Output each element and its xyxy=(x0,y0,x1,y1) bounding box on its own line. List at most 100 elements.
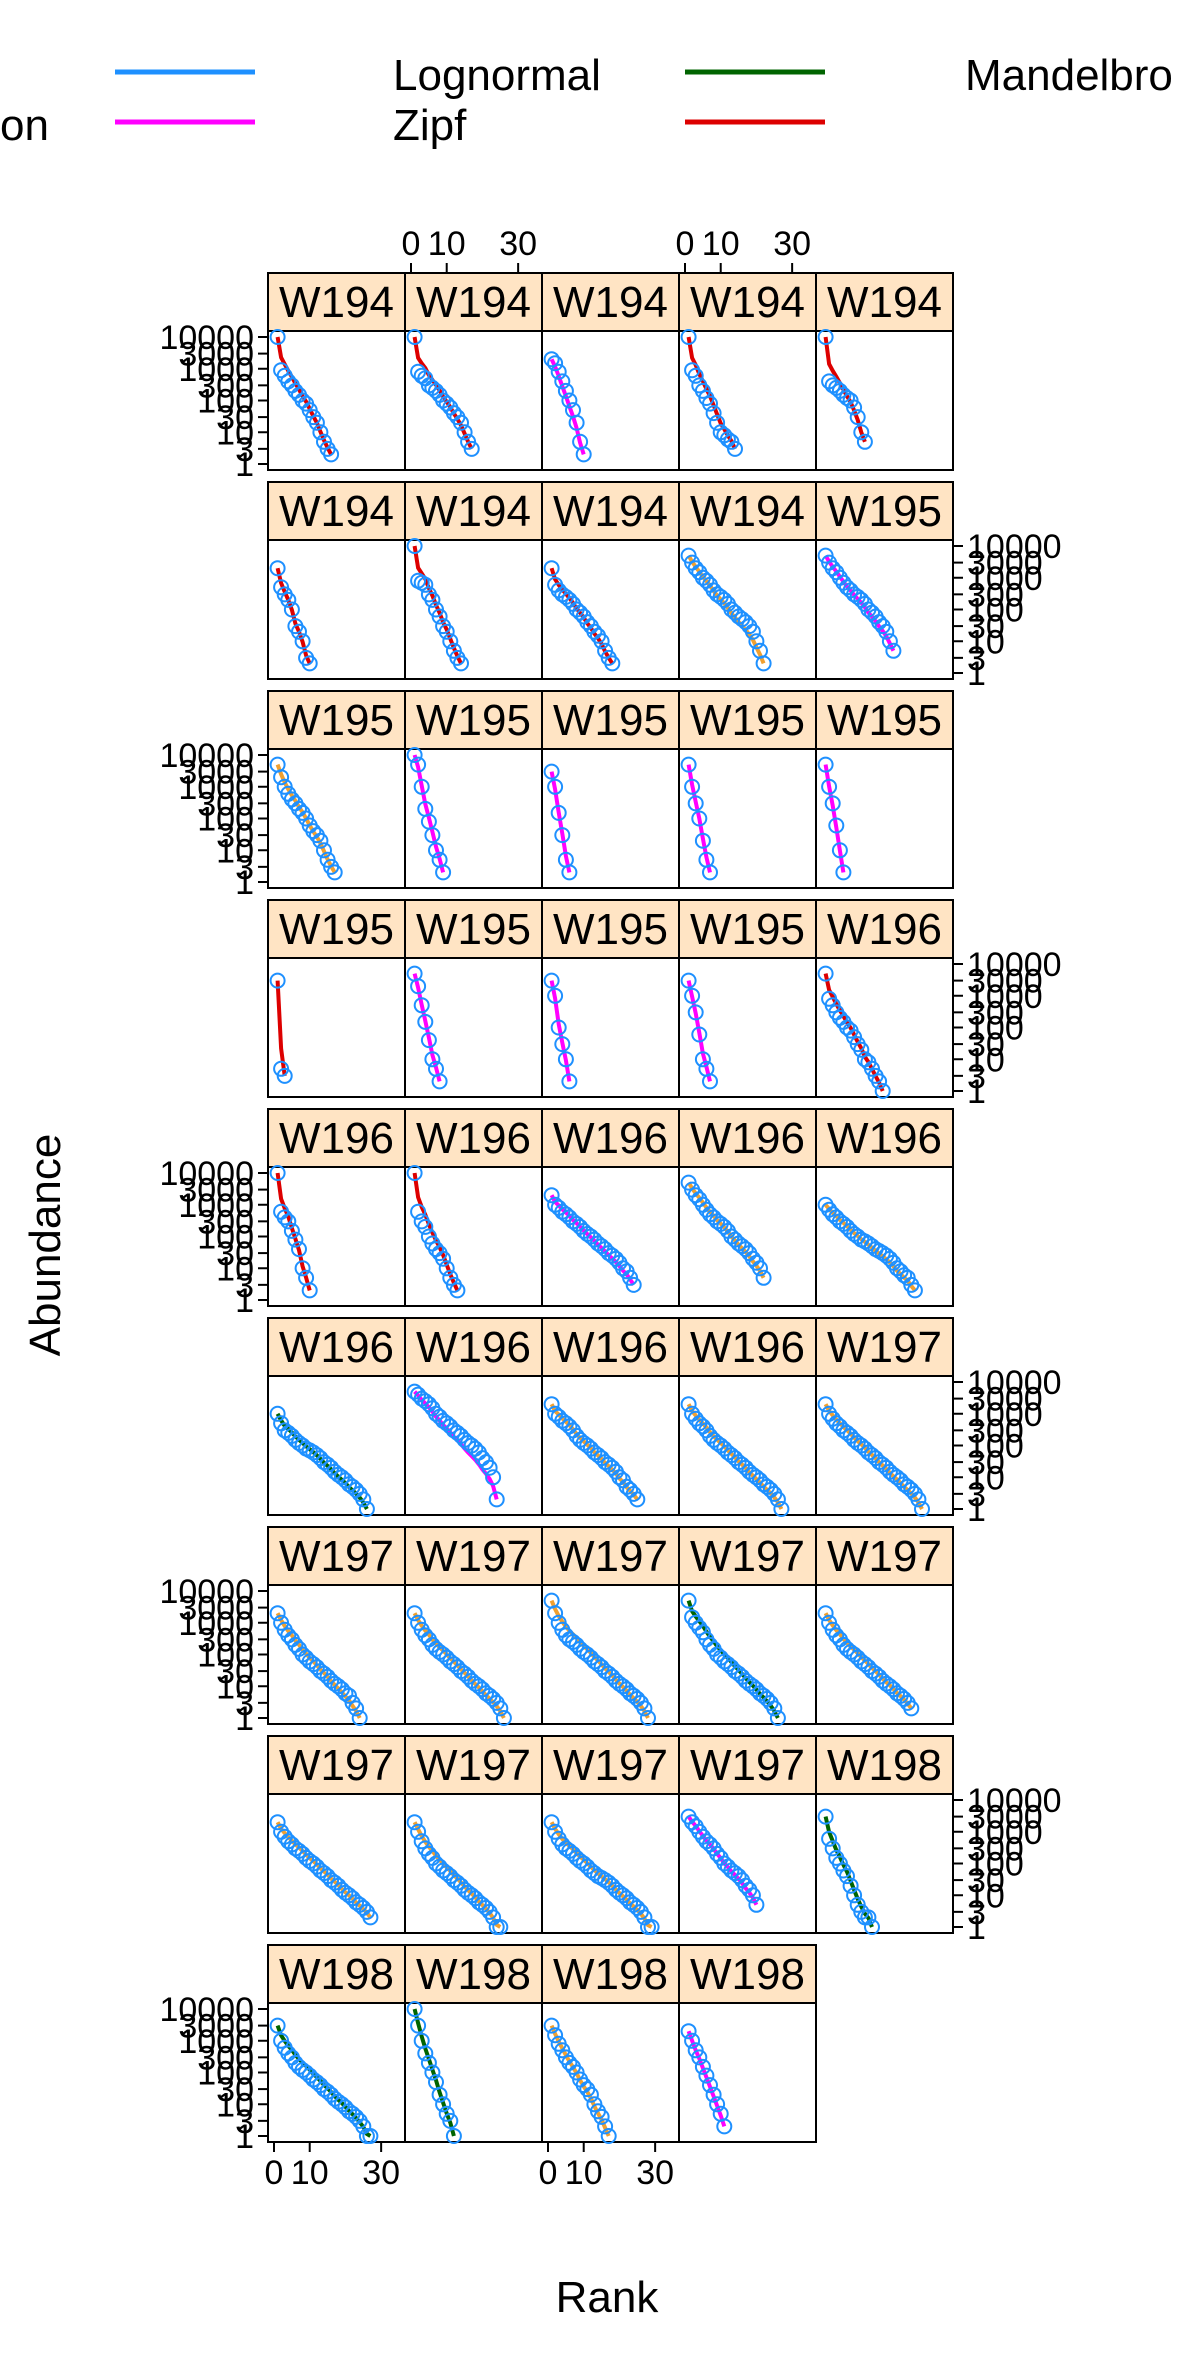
strip xyxy=(541,481,680,541)
y-tick-label: 3 xyxy=(967,1476,986,1514)
strip xyxy=(678,1317,817,1377)
strip xyxy=(815,1735,954,1795)
y-tick-label: 10 xyxy=(967,623,1005,661)
strip-label: W197 xyxy=(553,1741,668,1790)
data-point xyxy=(755,1269,772,1286)
data-point xyxy=(835,864,852,881)
y-tick-label: 3000 xyxy=(178,2008,254,2046)
strip-label: W196 xyxy=(279,1323,394,1372)
y-tick-label: 3000 xyxy=(178,1172,254,1210)
strip-label: W196 xyxy=(827,1114,942,1163)
data-point xyxy=(547,1605,564,1622)
y-tick-label: 10000 xyxy=(159,1155,254,1193)
panel: W197 xyxy=(678,1526,817,1726)
data-point xyxy=(481,1459,498,1476)
y-tick-label: 3 xyxy=(235,2103,254,2141)
y-tick-label: 10000 xyxy=(967,528,1062,566)
data-point xyxy=(593,2108,610,2125)
data-point xyxy=(294,1260,311,1277)
strip xyxy=(267,1944,406,2004)
data-point xyxy=(406,1814,423,1831)
data-point xyxy=(839,1868,855,1885)
y-tick-label: 300 xyxy=(197,367,254,405)
strip xyxy=(678,1944,817,2004)
data-point xyxy=(276,1209,293,1226)
data-point xyxy=(853,1041,870,1058)
panel-frame xyxy=(541,957,680,1098)
strip xyxy=(404,1317,543,1377)
panel: W195 xyxy=(815,690,954,889)
data-point xyxy=(547,778,564,795)
y-tick-label: 3000 xyxy=(178,1590,254,1628)
data-point xyxy=(543,351,560,368)
data-point xyxy=(687,795,704,812)
data-point xyxy=(716,2118,733,2135)
data-point xyxy=(817,1605,834,1622)
data-point xyxy=(817,1808,834,1825)
data-point xyxy=(752,1260,768,1277)
panel-frame xyxy=(404,1166,543,1307)
y-tick-label: 1000 xyxy=(967,1814,1043,1852)
panel: W196 xyxy=(541,1108,680,1307)
data-point xyxy=(694,1051,711,1068)
data-point xyxy=(362,1909,379,1926)
data-point xyxy=(881,633,898,650)
data-point xyxy=(449,1282,466,1299)
fitted-line xyxy=(412,754,446,873)
data-point xyxy=(269,329,286,345)
strip-label: W195 xyxy=(279,905,394,954)
panel-frame xyxy=(678,1584,817,1725)
y-tick-label: 10 xyxy=(216,2086,254,2124)
data-point xyxy=(417,2045,434,2062)
panel-frame xyxy=(267,957,406,1098)
data-point xyxy=(691,810,708,827)
x-tick-label: 30 xyxy=(499,225,537,263)
data-point xyxy=(636,1700,653,1717)
data-point xyxy=(543,763,560,780)
strip xyxy=(815,272,954,332)
y-tick-label: 1 xyxy=(967,1909,986,1947)
y-axis-title: Abundance xyxy=(21,1134,70,1357)
data-point xyxy=(878,623,895,640)
data-point xyxy=(431,2086,448,2103)
data-point xyxy=(593,633,610,650)
strip xyxy=(541,1526,680,1586)
panel-frame xyxy=(267,1793,406,1934)
strip-label: W195 xyxy=(827,696,942,745)
y-tick-label: 100 xyxy=(197,1637,254,1675)
data-point xyxy=(406,747,423,763)
panel: W197 xyxy=(815,1526,954,1725)
data-point xyxy=(744,623,761,640)
y-tick-label: 10 xyxy=(216,1668,254,1706)
data-point xyxy=(351,1710,368,1726)
y-tick-label: 3000 xyxy=(967,963,1043,1001)
data-point xyxy=(694,832,711,849)
strip-label: W196 xyxy=(553,1323,668,1372)
panel: W197 xyxy=(541,1526,680,1726)
data-point xyxy=(406,538,423,554)
strip-label: W195 xyxy=(416,696,531,745)
y-tick-label: 10000 xyxy=(967,946,1062,984)
strip-label: W197 xyxy=(416,1741,531,1790)
y-tick-label: 1 xyxy=(967,1073,986,1111)
x-tick-label: 0 xyxy=(539,2154,558,2192)
panel-frame xyxy=(267,1166,406,1307)
y-tick-label: 3000 xyxy=(178,754,254,792)
y-tick-label: 3 xyxy=(967,1058,986,1096)
data-point xyxy=(817,756,834,773)
data-point xyxy=(301,655,318,672)
panel-frame xyxy=(541,1584,680,1725)
panel: W196 xyxy=(267,1108,406,1307)
panel-frame xyxy=(541,330,680,471)
legend-label-lognormal: Lognormal xyxy=(393,51,601,100)
data-point xyxy=(492,1919,509,1935)
strip xyxy=(541,690,680,750)
data-point xyxy=(625,1276,642,1293)
panel-frame xyxy=(678,2002,817,2143)
data-point xyxy=(744,1887,761,1904)
data-point xyxy=(604,655,621,672)
data-point xyxy=(817,329,834,345)
panel: W196 xyxy=(267,1317,406,1517)
data-point xyxy=(417,1013,434,1030)
strip xyxy=(678,1108,817,1168)
